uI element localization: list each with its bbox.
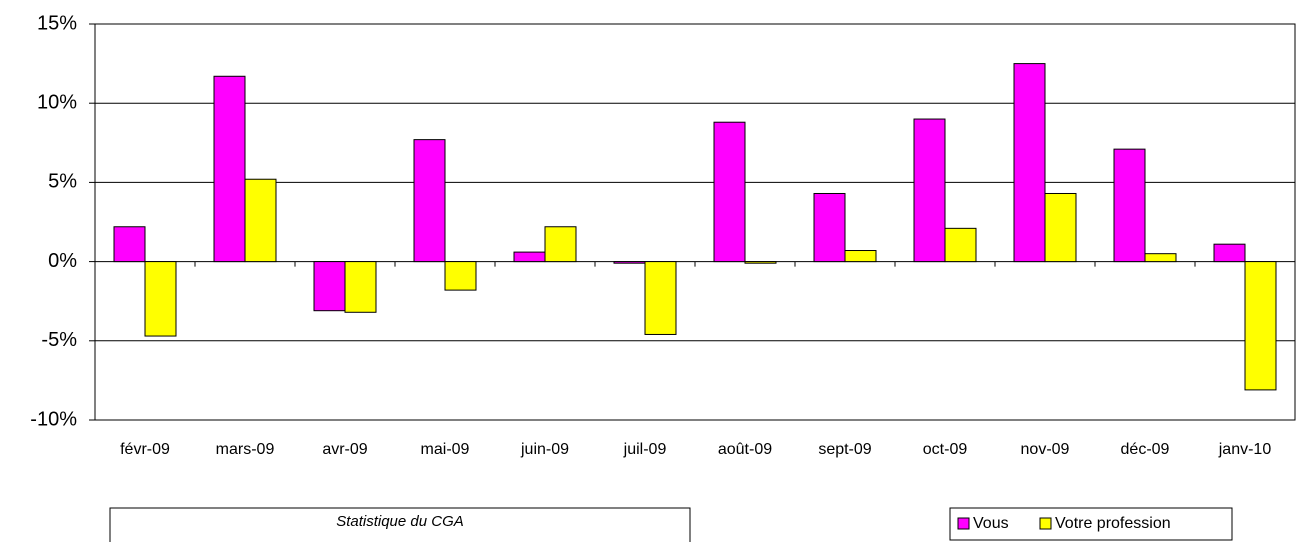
legend-swatch	[957, 517, 970, 530]
bar	[913, 118, 946, 263]
bar	[813, 192, 846, 263]
x-tick-label: oct-09	[923, 441, 968, 458]
x-tick-label: févr-09	[120, 441, 170, 458]
bar	[1213, 243, 1246, 263]
x-tick-label: janv-10	[1218, 441, 1272, 458]
x-tick-label: avr-09	[322, 441, 367, 458]
bar	[144, 261, 177, 337]
bar	[844, 250, 877, 263]
bar	[544, 226, 577, 263]
y-tick-label: -5%	[41, 329, 77, 351]
bar	[113, 226, 146, 263]
legend-label: Vous	[973, 515, 1009, 532]
bar	[944, 227, 977, 263]
bar	[1113, 148, 1146, 263]
x-tick-label: mars-09	[216, 441, 275, 458]
y-tick-label: 5%	[48, 171, 77, 193]
x-tick-label: juil-09	[623, 441, 667, 458]
x-tick-label: août-09	[718, 441, 772, 458]
bar	[213, 75, 246, 263]
x-tick-label: mai-09	[421, 441, 470, 458]
bar	[1144, 253, 1177, 263]
bar	[344, 261, 377, 313]
legend-box	[949, 507, 1233, 541]
y-tick-label: 15%	[37, 12, 77, 34]
legend-label: Votre profession	[1055, 515, 1171, 532]
bar	[613, 261, 646, 264]
bar	[644, 261, 677, 335]
x-tick-label: nov-09	[1021, 441, 1070, 458]
y-tick-label: 0%	[48, 250, 77, 272]
bar	[444, 261, 477, 291]
bar	[713, 121, 746, 263]
y-tick-label: -10%	[30, 408, 77, 430]
bar	[1013, 63, 1046, 263]
annotation: Statistique du CGA	[336, 513, 464, 530]
x-tick-label: déc-09	[1121, 441, 1170, 458]
y-tick-label: 10%	[37, 91, 77, 113]
bar	[1044, 192, 1077, 263]
bar	[513, 251, 546, 263]
bar	[1244, 261, 1277, 391]
x-tick-label: juin-09	[520, 441, 569, 458]
bar	[313, 261, 346, 312]
bar	[413, 139, 446, 263]
bar	[744, 261, 777, 264]
legend-swatch	[1039, 517, 1052, 530]
x-tick-label: sept-09	[818, 441, 871, 458]
annotation-box	[109, 507, 691, 542]
bar	[244, 178, 277, 263]
